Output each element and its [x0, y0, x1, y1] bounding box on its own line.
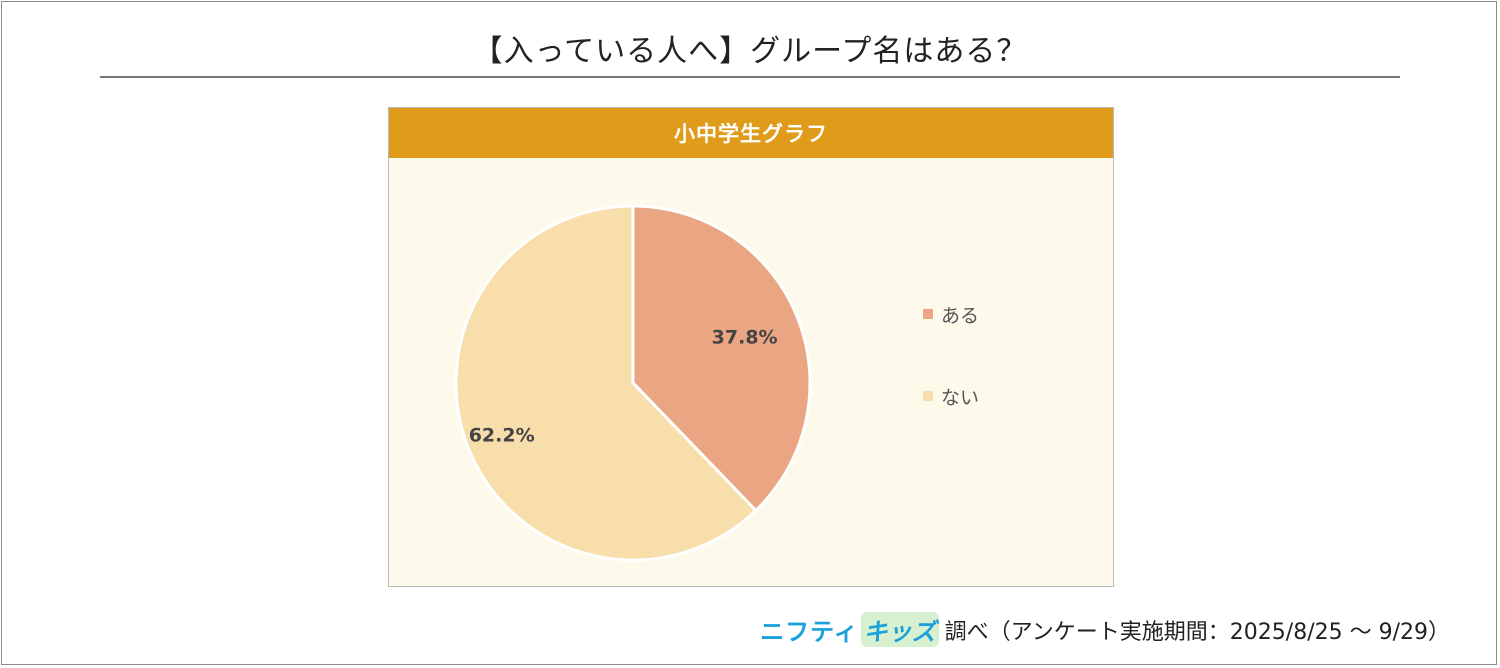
pie-data-label-0: 37.8% [712, 326, 778, 348]
page-title: 【入っている人へ】グループ名はある？ [472, 34, 1028, 69]
legend-swatch-nai [923, 391, 933, 401]
legend-swatch-aru [923, 309, 933, 319]
footer-survey-text: 調べ（アンケート実施期間：2025/8/25 ～ 9/29） [944, 619, 1450, 645]
pie-slice-0 [631, 204, 812, 513]
footer-credit: ニフティ キッズ 調べ（アンケート実施期間：2025/8/25 ～ 9/29） [760, 612, 1450, 647]
legend-item-nai: ない [923, 384, 980, 409]
legend-item-aru: ある [923, 302, 980, 327]
brand-logo-part1: ニフティ [760, 618, 859, 646]
pie-chart: 37.8% 62.2% [454, 204, 812, 562]
title-divider [100, 76, 1400, 78]
legend-label-nai: ない [941, 386, 980, 409]
pie-slice-1 [454, 204, 758, 562]
panel-header: 小中学生グラフ [389, 108, 1113, 158]
chart-panel: 小中学生グラフ 37.8% 62.2% ある ない [388, 107, 1114, 587]
brand-logo: ニフティ キッズ [760, 612, 939, 647]
legend-label-aru: ある [941, 304, 980, 327]
brand-logo-part2: キッズ [860, 612, 939, 647]
pie-data-label-1: 62.2% [469, 424, 535, 446]
legend: ある ない [923, 302, 979, 466]
